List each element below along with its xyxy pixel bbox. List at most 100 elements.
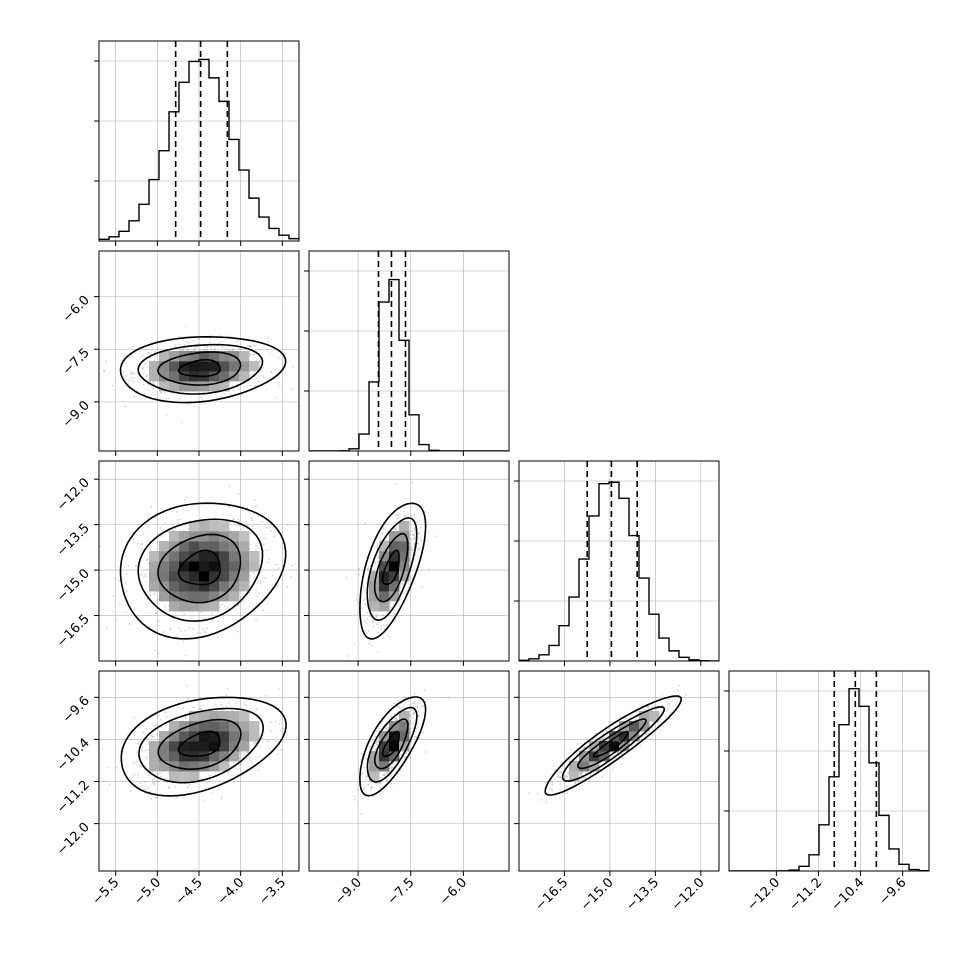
y-tick-label: −12.0 — [54, 475, 93, 514]
y-tick-label: −11.2 — [54, 778, 93, 817]
sample-point — [364, 602, 367, 605]
density-cell — [189, 521, 200, 532]
density-cell — [179, 761, 190, 772]
density-cell — [579, 761, 590, 772]
sample-point — [265, 526, 268, 529]
density-cell — [189, 381, 200, 392]
sample-point — [131, 378, 134, 381]
density-cell — [239, 741, 250, 752]
sample-point — [188, 697, 190, 700]
sample-point — [414, 536, 416, 539]
x-tick-label: −13.5 — [623, 875, 662, 914]
sample-point — [424, 751, 427, 753]
sample-point — [184, 498, 186, 501]
sample-point — [413, 527, 416, 530]
sample-point — [409, 533, 412, 536]
density-cell — [229, 721, 240, 732]
density-cell — [239, 561, 250, 572]
density-cell — [589, 761, 600, 772]
density-cell — [159, 351, 170, 362]
density-cell — [209, 351, 220, 362]
sample-point — [399, 769, 402, 772]
density-cell — [379, 581, 390, 592]
sample-point — [268, 558, 271, 561]
sample-point — [668, 706, 671, 708]
sample-point — [160, 392, 163, 394]
sample-point — [234, 702, 237, 704]
sample-point — [148, 774, 151, 777]
density-cell — [149, 371, 160, 382]
density-cell — [159, 761, 170, 772]
sample-point — [394, 717, 396, 720]
density-cell — [619, 731, 630, 742]
sample-point — [253, 741, 255, 743]
sample-point — [660, 729, 662, 732]
sample-point — [565, 774, 568, 777]
sample-point — [393, 612, 396, 615]
sample-point — [183, 613, 186, 615]
density-cell — [399, 541, 410, 552]
sample-point — [141, 749, 144, 752]
sample-point — [528, 792, 530, 794]
sample-point — [153, 592, 156, 595]
sample-point — [131, 355, 133, 358]
sample-point — [409, 719, 412, 722]
sample-point — [356, 788, 359, 791]
sample-point — [564, 777, 567, 780]
sample-point — [168, 787, 170, 789]
sample-point — [281, 710, 284, 713]
sample-point — [374, 748, 377, 751]
sample-point — [404, 701, 406, 704]
density-cell — [159, 371, 170, 382]
density-cell — [209, 601, 220, 612]
density-cell — [229, 551, 240, 562]
contour-1 — [373, 532, 409, 603]
sample-point — [617, 728, 620, 731]
density-cell — [229, 741, 240, 752]
density-cell — [399, 521, 410, 532]
density-cells — [369, 521, 410, 612]
y-tick-label: −10.4 — [54, 736, 93, 775]
density-cell — [219, 561, 230, 572]
density-cell — [379, 571, 390, 582]
sample-point — [228, 349, 231, 351]
density-cell — [179, 581, 190, 592]
density-cell — [229, 531, 240, 542]
sample-point — [376, 545, 379, 547]
sample-point — [181, 349, 183, 351]
sample-point — [231, 384, 233, 387]
sample-point — [409, 542, 411, 545]
sample-point — [254, 756, 257, 758]
y-tick-label: −15.0 — [54, 566, 93, 605]
sample-point — [380, 625, 383, 628]
sample-point — [379, 782, 382, 785]
sample-point — [416, 705, 419, 708]
density-cell — [199, 561, 210, 572]
sample-point — [162, 630, 165, 633]
sample-point — [236, 630, 239, 633]
sample-point — [145, 575, 147, 578]
sample-point — [382, 636, 385, 639]
sample-point — [367, 783, 370, 786]
sample-point — [375, 613, 378, 615]
density-cell — [209, 731, 220, 742]
sample-point — [151, 381, 154, 384]
sample-point — [426, 540, 429, 543]
sample-point — [413, 543, 416, 546]
density-cell — [199, 361, 210, 372]
density-cell — [229, 591, 240, 602]
density-cell — [239, 531, 250, 542]
sample-point — [209, 496, 212, 499]
sample-point — [676, 689, 679, 691]
sample-point — [246, 344, 249, 347]
sample-point — [275, 563, 277, 566]
sample-point — [193, 405, 196, 408]
sample-point — [379, 786, 381, 789]
sample-point — [403, 515, 405, 518]
density-cell — [219, 751, 230, 762]
sample-point — [159, 772, 162, 774]
sample-point — [550, 787, 553, 790]
density-cell — [189, 711, 200, 722]
x-tick-label: −5.5 — [90, 875, 123, 908]
sample-point — [403, 510, 406, 513]
